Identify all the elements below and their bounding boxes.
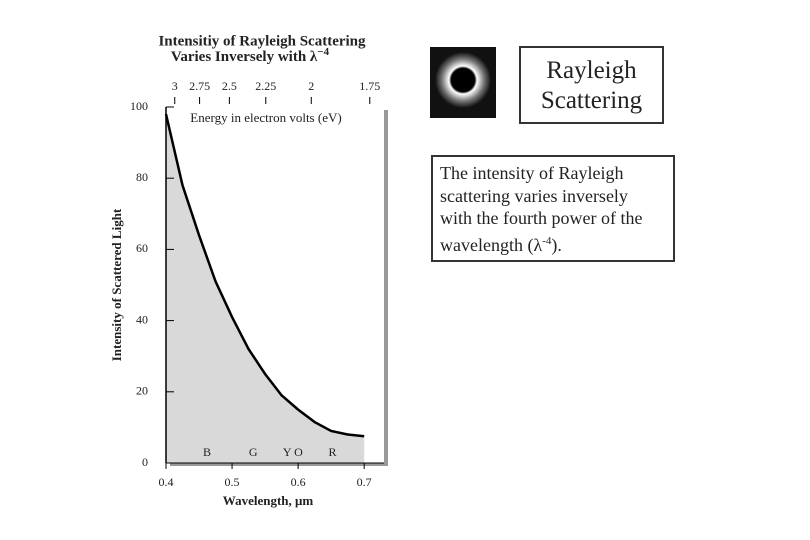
heading-line: Rayleigh — [546, 57, 637, 84]
y-tick-label: 80 — [136, 170, 148, 184]
area-fill — [166, 114, 365, 464]
color-label: B — [203, 445, 211, 459]
description-text: ). — [551, 234, 562, 255]
x2-tick-label: 2.75 — [189, 79, 210, 93]
heading-line: Scattering — [540, 87, 643, 114]
description-line: The intensity of Rayleigh — [440, 163, 624, 183]
y-tick-label: 40 — [136, 312, 148, 326]
x-tick-label: 0.7 — [357, 475, 372, 489]
description-line: scattering varies inversely — [440, 185, 628, 206]
description-line: with the fourth power of the — [440, 208, 643, 228]
y-tick-label: 20 — [136, 384, 148, 398]
x2-tick-label: 1.75 — [359, 79, 380, 93]
subtitle-text: Varies Inversely with λ — [171, 49, 318, 65]
curve — [164, 113, 365, 438]
description-box: The intensity of Rayleigh scattering var… — [431, 155, 675, 262]
x-tick-label: 0.5 — [225, 475, 240, 489]
description-text: wavelength (λ — [440, 234, 543, 255]
subtitle-superscript: −4 — [317, 46, 329, 58]
x-tick-label: 0.4 — [159, 475, 174, 489]
y-tick-label: 0 — [142, 455, 148, 469]
y-tick-label: 100 — [130, 99, 148, 113]
color-label: Y O — [283, 445, 303, 459]
y-axis-label: Intensity of Scattered Light — [109, 208, 124, 361]
color-label: R — [328, 445, 336, 459]
x2-axis-label: Energy in electron volts (eV) — [190, 110, 341, 125]
x2-tick-label: 2.5 — [222, 79, 237, 93]
y-tick-label: 60 — [136, 241, 148, 255]
x2-tick-label: 3 — [172, 79, 178, 93]
x-axis-label: Wavelength, μm — [223, 493, 314, 508]
description-superscript: -4 — [542, 234, 552, 247]
x-tick-label: 0.6 — [291, 475, 306, 489]
color-label: G — [249, 445, 258, 459]
heading-box: Rayleigh Scattering — [519, 46, 664, 124]
description-line: wavelength (λ-4). — [440, 230, 673, 257]
chart-title: Intensitiy of Rayleigh Scattering — [158, 33, 366, 49]
x2-tick-label: 2 — [308, 79, 314, 93]
x2-tick-label: 2.25 — [255, 79, 276, 93]
corona-glow — [435, 52, 491, 108]
chart-subtitle: Varies Inversely with λ−4 — [171, 46, 330, 66]
